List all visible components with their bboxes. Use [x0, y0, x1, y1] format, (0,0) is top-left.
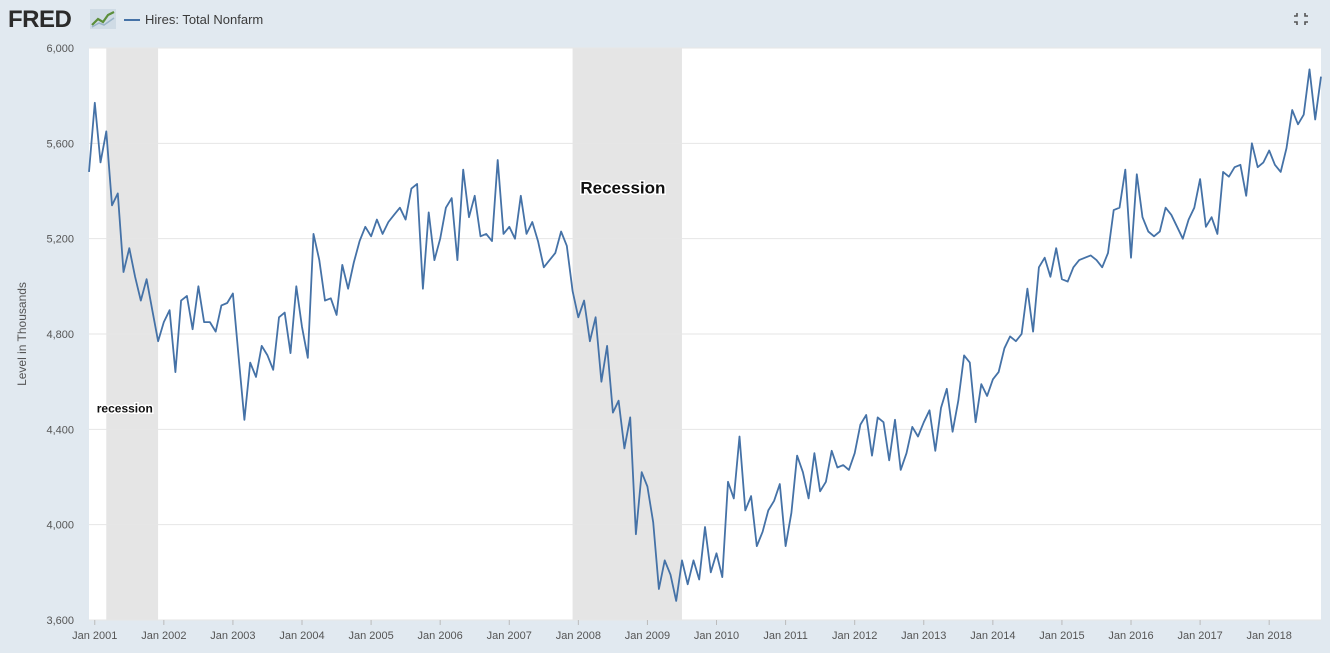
x-tick-label: Jan 2017: [1177, 630, 1222, 642]
x-tick-label: Jan 2011: [763, 630, 807, 642]
x-tick-label: Jan 2003: [210, 630, 255, 642]
y-tick-label: 4,800: [46, 329, 74, 341]
annotation-recession: Recession: [580, 178, 665, 197]
x-tick-label: Jan 2002: [141, 630, 186, 642]
chart-legend: Hires: Total Nonfarm: [124, 12, 263, 27]
legend-swatch: [124, 18, 140, 21]
fred-logo[interactable]: FRED: [8, 6, 72, 33]
legend-label: Hires: Total Nonfarm: [145, 12, 264, 27]
collapse-icon[interactable]: [1292, 10, 1310, 28]
x-tick-label: Jan 2008: [556, 630, 601, 642]
x-tick-label: Jan 2018: [1247, 630, 1292, 642]
chart-header: FRED Hires: Total Nonfarm: [0, 0, 1330, 40]
series-line: [88, 68, 1322, 602]
y-tick-label: 4,000: [46, 520, 74, 532]
x-tick-label: Jan 2015: [1039, 630, 1084, 642]
x-tick-label: Jan 2012: [832, 630, 877, 642]
line-chart-icon: [90, 9, 116, 29]
y-axis-label: Level in Thousands: [15, 282, 29, 386]
y-tick-label: 6,000: [46, 43, 74, 55]
x-tick-label: Jan 2014: [970, 630, 1015, 642]
y-axis-ticks: 3,600 4,000 4,400 4,800 5,200 5,600 6,000: [46, 43, 74, 627]
x-tick-label: Jan 2004: [279, 630, 324, 642]
y-tick-label: 3,600: [46, 615, 74, 627]
x-tick-label: Jan 2001: [72, 630, 117, 642]
x-tick-label: Jan 2005: [348, 630, 393, 642]
annotation-recession: recession: [97, 402, 153, 416]
x-tick-label: Jan 2010: [694, 630, 739, 642]
x-axis-ticks: Jan 2001 Jan 2002 Jan 2003 Jan 2004 Jan 2005…: [72, 620, 1292, 642]
y-tick-label: 5,600: [46, 138, 74, 150]
x-tick-label: Jan 2013: [901, 630, 946, 642]
x-tick-label: Jan 2007: [487, 630, 532, 642]
gridlines: [89, 47, 1321, 621]
x-tick-label: Jan 2016: [1108, 630, 1153, 642]
x-tick-label: Jan 2006: [418, 630, 463, 642]
y-tick-label: 4,400: [46, 424, 74, 436]
x-tick-label: Jan 2009: [625, 630, 670, 642]
annotations: recession Recession: [95, 177, 667, 417]
y-tick-label: 5,200: [46, 234, 74, 246]
